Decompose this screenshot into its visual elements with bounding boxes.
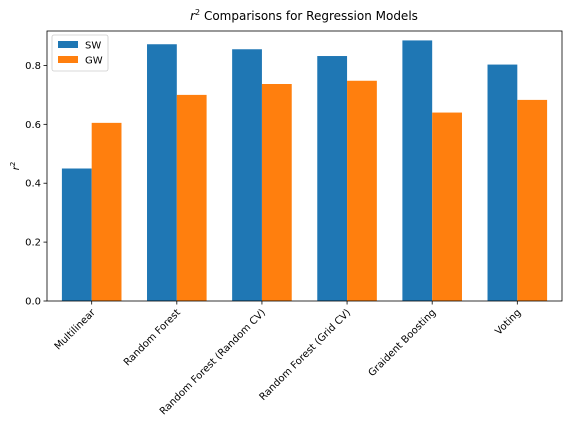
bar-gw-5 — [517, 99, 548, 302]
y-tick-label: 0.0 — [25, 297, 41, 308]
title-rest: Comparisons for Regression Models — [200, 9, 418, 23]
y-tick-label: 0.4 — [25, 179, 41, 190]
title-superscript: 2 — [195, 8, 200, 17]
legend-label-sw: SW — [85, 41, 101, 52]
bar-gw-1 — [176, 94, 207, 301]
bar-gw-0 — [91, 122, 122, 301]
y-tick-label: 0.8 — [25, 61, 41, 72]
bar-sw-0 — [61, 168, 92, 301]
ylabel-r-symbol: r — [11, 165, 22, 170]
legend-swatch-sw — [58, 41, 78, 48]
y-tick-label: 0.6 — [25, 120, 41, 131]
y-tick-label: 0.2 — [25, 238, 41, 249]
bar-sw-5 — [487, 64, 518, 301]
chart-title: r2 Comparisons for Regression Models — [190, 8, 418, 23]
legend: SW GW — [51, 34, 109, 72]
title-r-symbol: r — [190, 9, 196, 23]
ylabel-superscript: 2 — [9, 162, 17, 166]
bar-gw-3 — [347, 80, 377, 301]
bar-sw-2 — [232, 49, 262, 302]
axes-frame — [46, 30, 563, 302]
y-axis-label: r2 — [9, 162, 22, 171]
legend-label-gw: GW — [85, 56, 103, 67]
bar-sw-3 — [317, 56, 348, 301]
bar-sw-4 — [402, 40, 433, 302]
legend-swatch-gw — [58, 56, 78, 63]
bar-gw-4 — [432, 112, 462, 301]
bar-sw-1 — [147, 44, 177, 301]
bar-gw-2 — [261, 84, 292, 301]
